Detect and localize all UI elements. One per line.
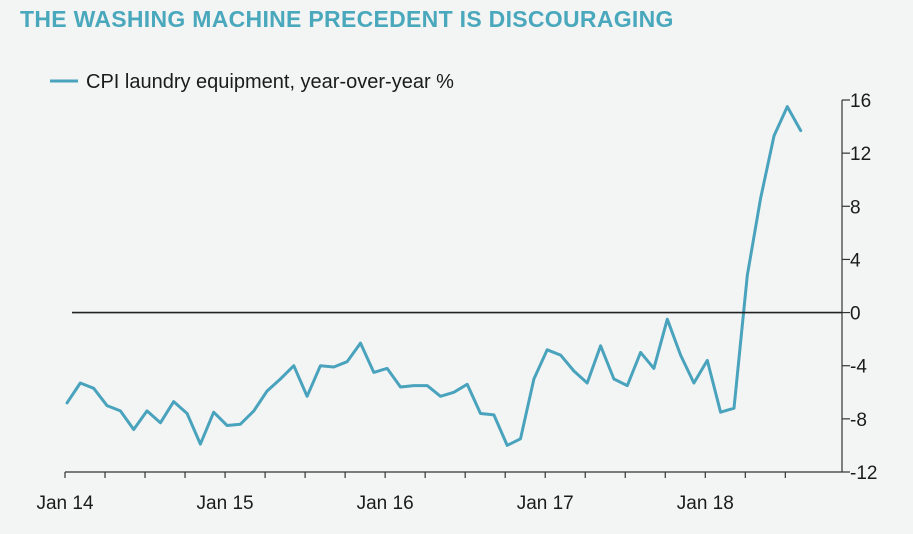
y-tick-label: 0 [850,304,861,325]
legend-label: CPI laundry equipment, year-over-year % [86,71,454,93]
y-tick-label: -12 [850,463,877,484]
y-tick-label: 8 [850,197,861,218]
x-tick-label: Jan 17 [517,493,574,514]
plot-area [65,105,803,447]
y-tick-label: 16 [850,91,871,112]
legend: CPI laundry equipment, year-over-year % [50,71,454,93]
x-tick-label: Jan 16 [357,493,414,514]
series-line [65,105,803,447]
y-tick-label: 12 [850,144,871,165]
y-tick-label: 4 [850,250,861,271]
x-tick-label: Jan 18 [677,493,734,514]
chart-title: THE WASHING MACHINE PRECEDENT IS DISCOUR… [20,6,674,32]
x-tick-label: Jan 14 [36,493,93,514]
y-tick-label: -8 [850,410,867,431]
x-tick-label: Jan 15 [197,493,254,514]
axes: 16 12 8 4 0 -4 -8 -12 Jan 14 Jan 15 Jan 16 Jan 17 Ja… [36,91,877,514]
y-tick-label: -4 [850,357,867,378]
